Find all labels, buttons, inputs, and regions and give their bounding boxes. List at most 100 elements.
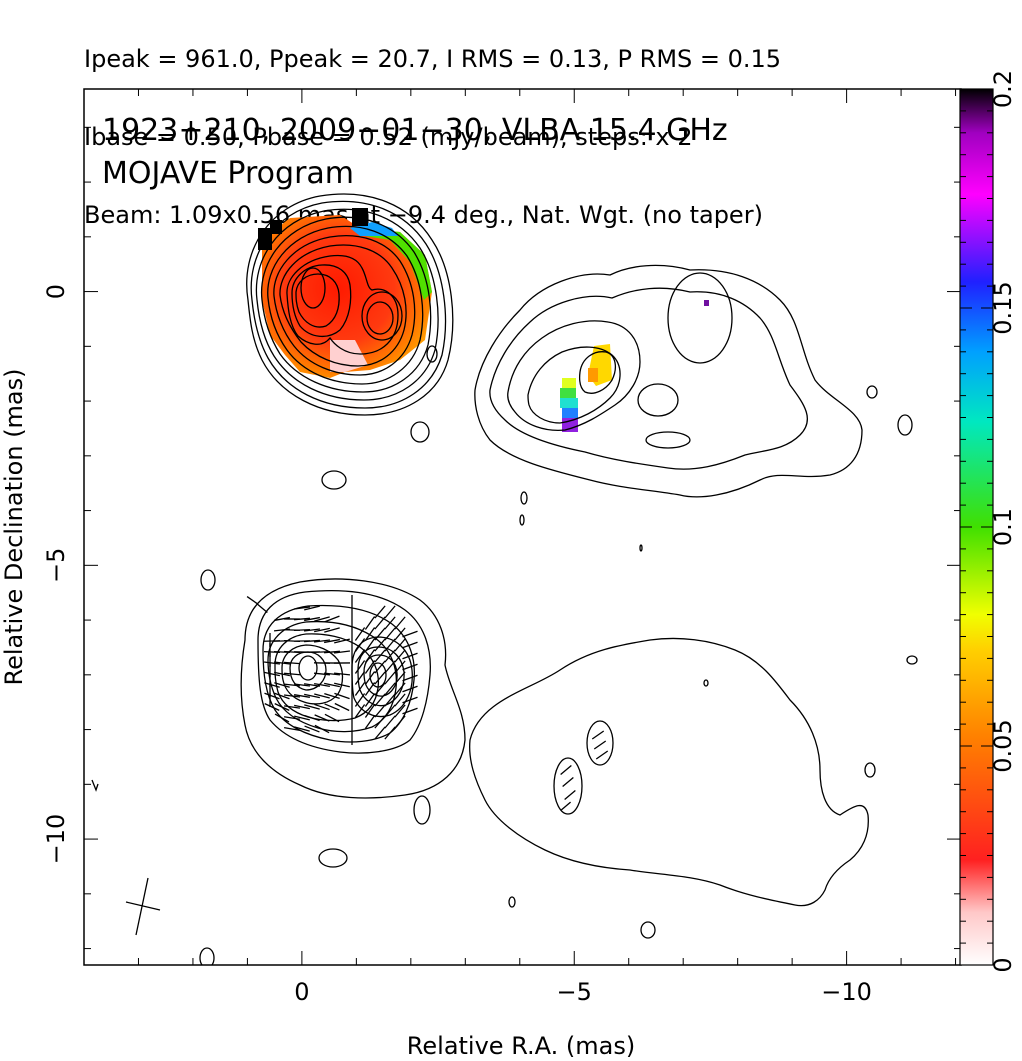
- evpa-vector: [394, 649, 406, 663]
- evpa-vector: [402, 674, 418, 682]
- evpa-vector: [354, 627, 366, 641]
- evpa-vector: [246, 596, 258, 604]
- evpa-vector: [374, 660, 386, 674]
- evpa-vector: [303, 639, 321, 643]
- evpa-vector: [256, 603, 268, 613]
- evpa-vector: [354, 660, 366, 674]
- evpa-vector: [402, 696, 418, 704]
- knot-pol-strip-cyan: [560, 398, 578, 408]
- evpa-vector: [374, 682, 386, 696]
- y-tick-label: −5: [42, 548, 70, 583]
- evpa-vector: [374, 638, 386, 652]
- knot-pol-strip-green: [560, 388, 576, 398]
- y-axis-title: Relative Declination (mas): [0, 368, 28, 685]
- evpa-vector: [323, 650, 341, 654]
- evpa-vector: [364, 660, 376, 674]
- evpa-vector: [293, 628, 311, 632]
- pol-pixel-black-3: [352, 208, 368, 226]
- evpa-vector: [354, 638, 366, 652]
- evpa-vector: [264, 682, 280, 688]
- evpa-vector: [394, 616, 406, 630]
- evpa-vector: [324, 615, 340, 623]
- evpa-vector: [384, 715, 396, 729]
- core-pol-edge-green: [360, 228, 432, 300]
- evpa-vector: [324, 627, 340, 633]
- x-tick-label: 0: [294, 978, 309, 1006]
- evpa-vector: [293, 617, 311, 621]
- evpa-vectors: [246, 596, 609, 811]
- y-tick-label: 0: [42, 284, 70, 299]
- evpa-vector: [293, 683, 311, 687]
- x-tick-label: −10: [821, 978, 872, 1006]
- evpa-vector: [333, 672, 351, 676]
- evpa-vector: [374, 704, 386, 718]
- evpa-vector: [304, 714, 320, 722]
- evpa-vector: [394, 715, 406, 729]
- evpa-vector: [354, 671, 366, 685]
- evpa-vector: [274, 692, 290, 700]
- beam-ellipse-marker: [125, 877, 161, 936]
- evpa-vector: [364, 671, 376, 685]
- evpa-vector: [304, 725, 320, 733]
- evpa-vector: [374, 649, 386, 663]
- evpa-vector: [334, 638, 350, 644]
- evpa-vector: [294, 726, 310, 732]
- evpa-vector: [313, 650, 331, 654]
- evpa-vector: [374, 715, 386, 729]
- knot-pol-strip-blue: [562, 408, 578, 418]
- evpa-vector: [304, 616, 320, 622]
- evpa-vector: [324, 638, 340, 644]
- evpa-vector: [394, 671, 406, 685]
- evpa-vector: [384, 660, 396, 674]
- evpa-vector: [284, 727, 300, 731]
- header-line-1: Ipeak = 961.0, Ppeak = 20.7, I RMS = 0.1…: [84, 45, 782, 73]
- evpa-vector: [294, 694, 310, 698]
- evpa-vector: [364, 693, 376, 707]
- evpa-vector: [303, 628, 321, 632]
- evpa-vector: [354, 682, 366, 696]
- evpa-vector: [374, 671, 386, 685]
- evpa-vector: [263, 661, 281, 665]
- evpa-vector: [402, 641, 418, 649]
- evpa-vector: [314, 693, 330, 699]
- evpa-vector: [384, 671, 396, 685]
- colorbar-tick-label: 0.15: [989, 281, 1017, 334]
- upper-intensity-contours: [246, 193, 913, 552]
- evpa-vector: [314, 724, 330, 734]
- evpa-vector: [294, 704, 310, 710]
- evpa-vector: [264, 692, 280, 700]
- evpa-vector: [294, 715, 310, 721]
- evpa-vector: [314, 703, 330, 711]
- axes: 0 −5 −10 0 −5 −10: [42, 89, 961, 1006]
- evpa-vector: [274, 713, 290, 723]
- evpa-vector: [283, 672, 301, 676]
- evpa-vector: [402, 630, 418, 638]
- evpa-vector: [354, 649, 366, 663]
- evpa-vector: [394, 704, 406, 718]
- evpa-vector: [402, 652, 418, 660]
- evpa-vector: [374, 726, 386, 740]
- x-tick-label: −5: [557, 978, 592, 1006]
- x-axis-title: Relative R.A. (mas): [407, 1032, 635, 1060]
- evpa-vector: [333, 650, 351, 654]
- evpa-vector: [364, 616, 376, 630]
- evpa-vector: [364, 627, 376, 641]
- evpa-vector: [334, 692, 350, 700]
- header-annotation: Ipeak = 961.0, Ppeak = 20.7, I RMS = 0.1…: [84, 0, 781, 254]
- evpa-vector: [364, 638, 376, 652]
- lower-polarization-contours: [91, 569, 918, 965]
- evpa-vector: [304, 704, 320, 710]
- evpa-vector: [283, 694, 301, 698]
- evpa-vector: [394, 682, 406, 696]
- evpa-vector: [595, 750, 609, 760]
- evpa-vector: [314, 616, 330, 622]
- evpa-vector: [354, 693, 366, 707]
- evpa-vector: [384, 682, 396, 696]
- evpa-vector: [384, 627, 396, 641]
- evpa-vector: [314, 627, 330, 633]
- evpa-vector: [562, 777, 574, 787]
- evpa-vector: [394, 693, 406, 707]
- evpa-vector: [264, 703, 280, 711]
- evpa-vector: [283, 705, 301, 709]
